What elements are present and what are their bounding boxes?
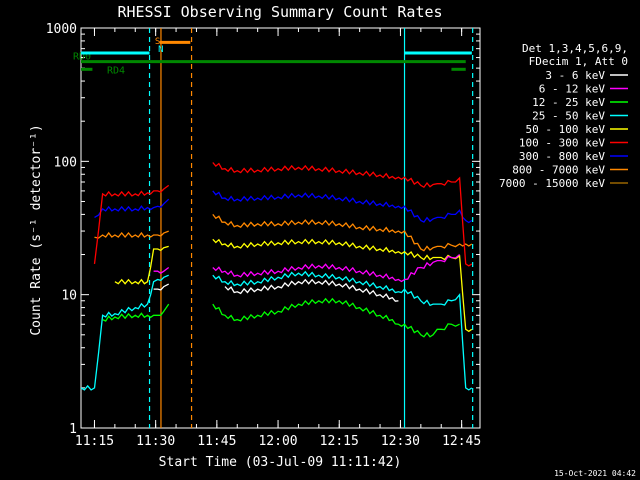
plot-frame — [80, 27, 481, 429]
y-tick-label: 1 — [69, 422, 77, 437]
legend-label: 12 - 25 keV — [532, 96, 605, 109]
legend-label: 100 - 300 keV — [519, 137, 605, 150]
chart-title: RHESSI Observing Summary Count Rates — [117, 3, 442, 21]
series-line — [153, 283, 169, 291]
y-tick-label: 10 — [61, 289, 77, 304]
legend-label: 300 - 800 keV — [519, 150, 605, 163]
series-line — [212, 162, 473, 267]
y-tick-label: 1000 — [46, 22, 77, 37]
legend-label: 7000 - 15000 keV — [499, 177, 605, 190]
footer-timestamp: 15-Oct-2021 04:42 — [554, 469, 636, 478]
series-line — [212, 297, 460, 338]
series-line — [102, 303, 170, 322]
x-tick-label: 12:15 — [320, 434, 359, 449]
legend-label: 6 - 12 keV — [539, 83, 606, 96]
legend-label: 3 - 6 keV — [545, 69, 605, 82]
y-tick-label: 100 — [54, 155, 77, 170]
series-line — [80, 274, 169, 391]
series-line — [212, 190, 473, 224]
series-line — [212, 270, 473, 391]
state-bar-label: RD0 — [73, 52, 91, 63]
legend-label: 50 - 100 keV — [526, 123, 606, 136]
x-tick-label: 11:15 — [75, 434, 114, 449]
x-tick-label: 11:30 — [136, 434, 175, 449]
x-tick-label: 12:00 — [258, 434, 297, 449]
legend-label: 25 - 50 keV — [532, 110, 605, 123]
series-line — [153, 266, 170, 274]
state-bar-letter: N — [158, 45, 163, 55]
series-line — [212, 238, 473, 333]
series-line — [93, 184, 170, 264]
state-bar-letter: S — [155, 37, 160, 47]
x-axis-label: Start Time (03-Jul-09 11:11:42) — [159, 455, 402, 470]
legend-label: 800 - 7000 keV — [512, 164, 605, 177]
series-line — [94, 198, 170, 218]
series-line — [94, 230, 169, 239]
legend: Det 1,3,4,5,6,9, FDecim 1, Att 0 3 - 6 k… — [499, 42, 628, 190]
series-line — [212, 214, 473, 252]
x-tick-label: 12:30 — [381, 434, 420, 449]
y-axis-label: Count Rate (s⁻¹ detector⁻¹) — [29, 124, 44, 335]
series-line — [114, 245, 169, 285]
x-tick-label: 11:45 — [197, 434, 236, 449]
legend-header-line-1: Det 1,3,4,5,6,9, — [522, 42, 628, 55]
series-line — [224, 278, 399, 302]
legend-header-line-2: FDecim 1, Att 0 — [529, 55, 628, 68]
x-tick-label: 12:45 — [442, 434, 481, 449]
series-line — [212, 254, 461, 283]
state-bar-label: RD4 — [107, 65, 125, 76]
